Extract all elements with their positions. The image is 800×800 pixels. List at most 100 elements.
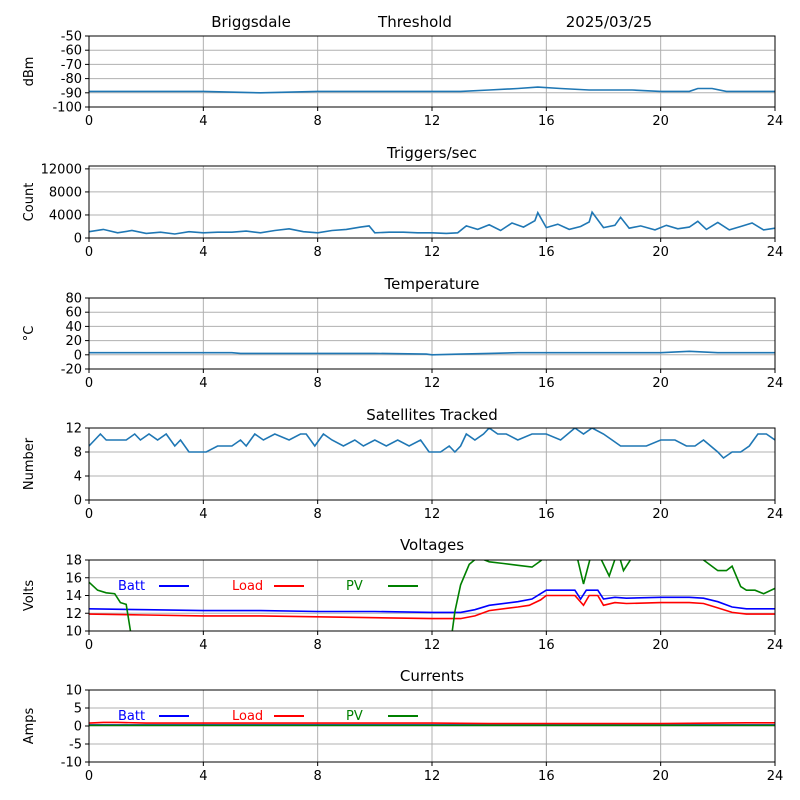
legend-label-load: Load — [232, 709, 263, 724]
y-tick-label: 16 — [65, 571, 82, 586]
x-tick-label: 8 — [314, 245, 322, 260]
x-tick-label: 4 — [199, 376, 207, 391]
y-tick-label: 20 — [65, 334, 82, 349]
x-tick-label: 12 — [424, 769, 441, 784]
header-mode: Threshold — [377, 13, 452, 31]
series-line-data — [89, 428, 775, 460]
y-tick-label: -10 — [61, 756, 82, 771]
series-line-data — [89, 350, 775, 356]
panel-title: Currents — [400, 667, 464, 685]
x-tick-label: 12 — [424, 376, 441, 391]
x-tick-label: 0 — [85, 114, 93, 129]
series-line-data — [89, 210, 775, 235]
x-tick-label: 16 — [538, 507, 555, 522]
x-tick-label: 8 — [314, 769, 322, 784]
panel-title: Satellites Tracked — [366, 406, 497, 424]
x-tick-label: 20 — [652, 376, 669, 391]
y-tick-label: -80 — [61, 72, 82, 87]
x-tick-label: 20 — [652, 507, 669, 522]
x-tick-label: 20 — [652, 638, 669, 653]
x-tick-label: 24 — [767, 114, 784, 129]
x-tick-label: 12 — [424, 114, 441, 129]
x-tick-label: 8 — [314, 376, 322, 391]
y-tick-label: 4000 — [49, 208, 82, 223]
y-tick-label: 12000 — [41, 162, 82, 177]
y-axis-label: Count — [22, 183, 37, 222]
y-tick-label: 0 — [74, 232, 82, 247]
y-tick-label: 80 — [65, 292, 82, 307]
y-tick-label: 8 — [74, 446, 82, 461]
y-tick-label: 5 — [74, 702, 82, 717]
x-tick-label: 12 — [424, 245, 441, 260]
x-tick-label: 24 — [767, 769, 784, 784]
legend-label-pv: PV — [346, 579, 363, 594]
x-tick-label: 4 — [199, 507, 207, 522]
y-axis-label: °C — [22, 326, 37, 342]
x-tick-label: 4 — [199, 769, 207, 784]
x-tick-label: 4 — [199, 114, 207, 129]
y-tick-label: -20 — [61, 363, 82, 378]
x-tick-label: 4 — [199, 638, 207, 653]
y-tick-label: -70 — [61, 58, 82, 73]
x-tick-label: 12 — [424, 507, 441, 522]
x-tick-label: 8 — [314, 114, 322, 129]
y-tick-label: 12 — [65, 422, 82, 437]
series-line-load — [89, 721, 775, 725]
y-tick-label: -60 — [61, 44, 82, 59]
y-tick-label: 0 — [74, 494, 82, 509]
y-tick-label: 60 — [65, 306, 82, 321]
x-tick-label: 24 — [767, 245, 784, 260]
x-tick-label: 16 — [538, 376, 555, 391]
y-tick-label: 0 — [74, 348, 82, 363]
x-tick-label: 8 — [314, 507, 322, 522]
panel-triggers: 0 4 8 12 16 20 24 0 4000 8000 12000 Triggers/sec Cou… — [22, 144, 783, 260]
y-tick-label: 10 — [65, 684, 82, 699]
x-tick-label: 16 — [538, 638, 555, 653]
x-tick-label: 8 — [314, 638, 322, 653]
header-station: Briggsdale — [211, 13, 291, 31]
panel-title: Voltages — [400, 536, 464, 554]
x-tick-label: 0 — [85, 769, 93, 784]
series-line-batt — [89, 589, 775, 614]
y-tick-label: 14 — [65, 589, 82, 604]
x-tick-label: 24 — [767, 507, 784, 522]
x-tick-label: 16 — [538, 245, 555, 260]
panel-signal: 0 4 8 12 16 20 24 -100-90-80-70-60-50 dBm — [22, 30, 783, 130]
x-tick-label: 16 — [538, 114, 555, 129]
y-axis-label: Amps — [22, 707, 37, 744]
x-tick-label: 24 — [767, 376, 784, 391]
x-tick-label: 12 — [424, 638, 441, 653]
y-tick-label: 12 — [65, 607, 82, 622]
y-tick-label: 0 — [74, 720, 82, 735]
legend-label-load: Load — [232, 579, 263, 594]
x-tick-label: 0 — [85, 376, 93, 391]
legend-label-batt: Batt — [118, 579, 145, 594]
panel-satellites: 0 4 8 12 16 20 24 0 4 8 12 Satellites Tracked Number — [22, 406, 783, 522]
y-tick-label: 40 — [65, 320, 82, 335]
x-tick-label: 20 — [652, 114, 669, 129]
x-tick-label: 24 — [767, 638, 784, 653]
x-tick-label: 20 — [652, 769, 669, 784]
y-tick-label: 4 — [74, 470, 82, 485]
y-tick-label: 10 — [65, 625, 82, 640]
x-tick-label: 16 — [538, 769, 555, 784]
panel-voltages: 0 4 8 12 16 20 24 10 12 14 16 18 Voltages Volts Batt Lo… — [22, 536, 784, 653]
y-tick-label: -50 — [61, 30, 82, 45]
x-tick-label: 4 — [199, 245, 207, 260]
panel-title: Triggers/sec — [386, 144, 477, 162]
legend-label-batt: Batt — [118, 709, 145, 724]
panel-title: Temperature — [383, 275, 479, 293]
panel-currents: 0 4 8 12 16 20 24 -10 -5 0 5 10 Currents Amps Batt Load… — [22, 667, 783, 784]
legend-label-pv: PV — [346, 709, 363, 724]
x-tick-label: 0 — [85, 245, 93, 260]
y-tick-label: -90 — [61, 86, 82, 101]
series-line-pv — [89, 560, 775, 631]
y-axis-label: Number — [22, 437, 37, 490]
x-tick-label: 0 — [85, 507, 93, 522]
x-tick-label: 20 — [652, 245, 669, 260]
series-line-load — [89, 594, 775, 620]
y-axis-label: Volts — [22, 580, 37, 612]
